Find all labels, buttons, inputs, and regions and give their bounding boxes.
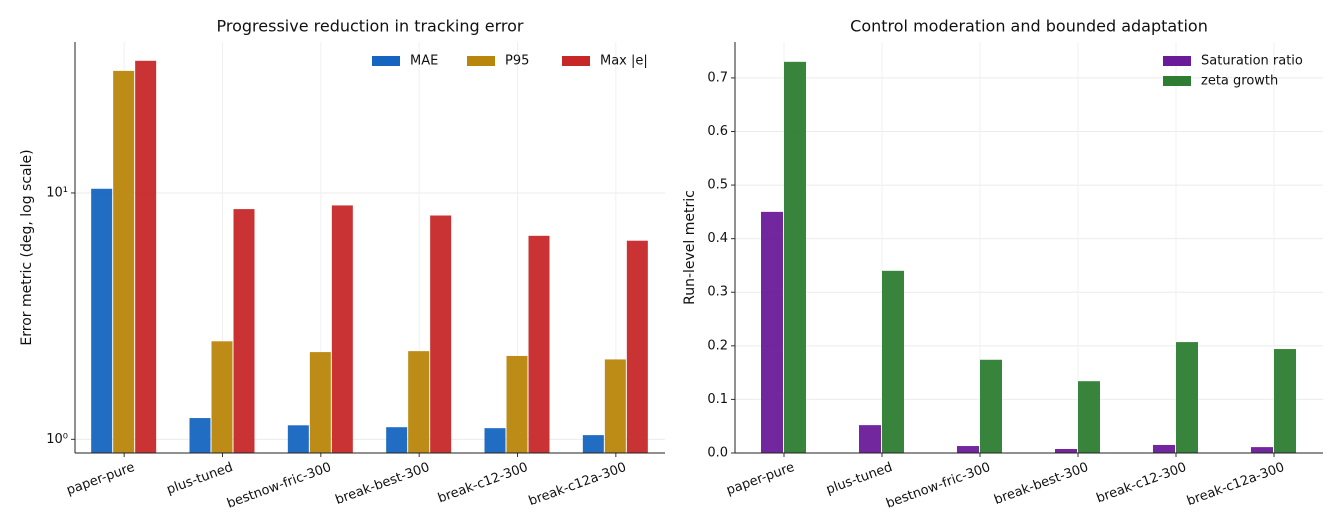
x-tick-label: plus-tuned (165, 460, 235, 498)
bar (882, 270, 904, 453)
bar (135, 60, 157, 453)
bar (626, 240, 648, 453)
y-axis-label: Run-level metric (682, 190, 698, 305)
bar (1251, 447, 1273, 453)
chart: Control moderation and bounded adaptatio… (682, 17, 1323, 512)
bar (386, 427, 408, 453)
bar (113, 70, 135, 454)
bar (582, 435, 604, 453)
bar (430, 215, 452, 453)
bar (957, 446, 979, 453)
y-tick-label: 0.5 (707, 178, 728, 193)
bar (1078, 381, 1100, 453)
bar (211, 341, 233, 453)
chart-title: Control moderation and bounded adaptatio… (850, 17, 1208, 36)
y-tick-label: 0.0 (707, 446, 728, 461)
x-tick-label: paper-pure (65, 460, 137, 498)
y-tick-label: 0.3 (707, 285, 728, 300)
bar (309, 352, 331, 453)
bar (331, 205, 353, 453)
y-tick-label: 0.4 (707, 231, 728, 246)
bar (761, 211, 783, 453)
x-tick-label: plus-tuned (824, 460, 894, 498)
x-tick-label: break-best-300 (333, 460, 431, 508)
y-tick-label: 10⁰ (46, 432, 68, 447)
x-tick-label: break-c12a-300 (1185, 460, 1287, 509)
legend-swatch (1163, 76, 1191, 86)
bar (1153, 444, 1175, 453)
bar (604, 359, 626, 453)
bar (1274, 349, 1296, 453)
legend-label: Saturation ratio (1201, 54, 1303, 69)
bar (528, 235, 550, 453)
legend-swatch (1163, 56, 1191, 66)
bar (189, 418, 211, 453)
bar (980, 359, 1002, 453)
x-tick-label: break-best-300 (992, 460, 1090, 508)
bar (484, 428, 506, 453)
bar (1176, 342, 1198, 453)
y-tick-label: 0.6 (707, 124, 728, 139)
legend-swatch (372, 56, 400, 66)
legend-swatch (562, 56, 590, 66)
y-tick-label: 0.7 (707, 70, 728, 85)
legend-label: zeta growth (1201, 74, 1278, 89)
bar (233, 209, 255, 453)
y-tick-label: 10¹ (46, 185, 68, 200)
x-tick-label: break-c12-300 (1094, 460, 1188, 506)
chart-title: Progressive reduction in tracking error (217, 17, 524, 36)
bar (784, 61, 806, 453)
bar (91, 188, 113, 454)
bar (506, 355, 528, 453)
legend-label: MAE (410, 54, 438, 69)
x-tick-label: break-c12a-300 (527, 460, 629, 509)
bar (1055, 448, 1077, 453)
legend-label: P95 (505, 54, 529, 69)
y-tick-label: 0.1 (707, 392, 728, 407)
legend-swatch (467, 56, 495, 66)
y-axis-label: Error metric (deg, log scale) (19, 149, 35, 345)
bar (408, 351, 430, 453)
chart: Progressive reduction in tracking error E… (19, 17, 665, 512)
x-tick-label: bestnow-fric-300 (884, 460, 992, 512)
bar (859, 425, 881, 453)
y-tick-label: 0.2 (707, 338, 728, 353)
x-tick-label: paper-pure (724, 460, 796, 498)
x-tick-label: bestnow-fric-300 (225, 460, 333, 512)
bar (287, 425, 309, 453)
x-tick-label: break-c12-300 (436, 460, 530, 506)
legend-label: Max |e| (600, 54, 648, 69)
